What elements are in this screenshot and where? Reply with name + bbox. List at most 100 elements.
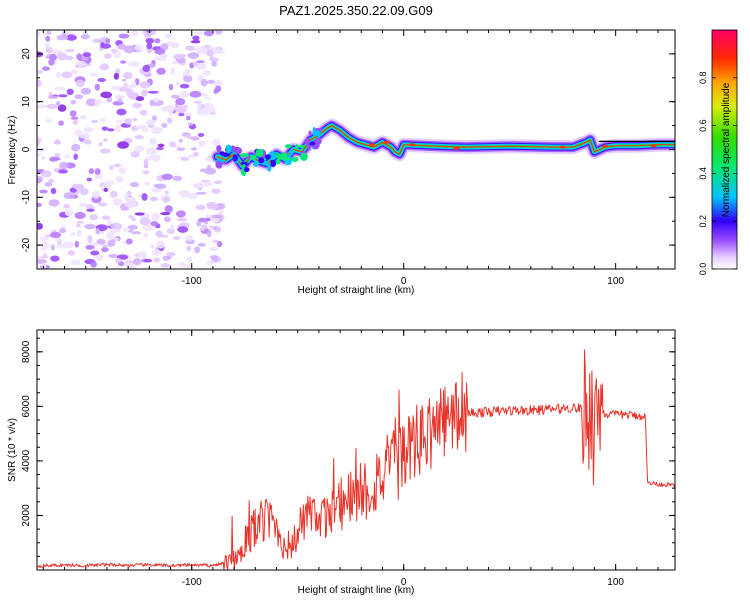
noise-blob xyxy=(37,176,44,183)
noise-blob xyxy=(186,116,191,121)
y-tick-label: 4000 xyxy=(21,449,32,472)
noise-blob xyxy=(138,251,147,260)
noise-blob xyxy=(106,219,112,227)
y-tick-label: 8000 xyxy=(21,340,32,363)
noise-blob xyxy=(79,133,91,139)
noise-blob xyxy=(42,66,50,71)
noise-blob xyxy=(175,81,181,86)
noise-blob xyxy=(107,128,115,132)
noise-blob xyxy=(197,242,206,247)
ridge-spot xyxy=(300,152,308,161)
noise-blob xyxy=(113,72,120,80)
noise-blob xyxy=(70,232,77,237)
noise-blob xyxy=(94,83,100,91)
noise-blob xyxy=(75,60,87,68)
snr-y-ticks: 2000 4000 6000 8000 xyxy=(21,337,675,557)
noise-blob xyxy=(151,127,163,134)
noise-blob xyxy=(61,71,73,79)
noise-blob xyxy=(211,188,221,194)
noise-blob xyxy=(110,222,123,231)
noise-blob xyxy=(214,79,223,88)
noise-blob xyxy=(41,241,50,249)
noise-blob xyxy=(145,155,157,161)
noise-blob xyxy=(115,124,121,133)
noise-blob xyxy=(207,79,216,84)
noise-blob xyxy=(109,165,114,171)
x-tick-label: -100 xyxy=(182,577,202,588)
noise-blob xyxy=(200,78,208,87)
noise-blob xyxy=(157,143,165,148)
noise-blob xyxy=(154,48,166,55)
snr-panel: -100 0 100 2000 4000 6000 8000 Height of stra… xyxy=(7,329,676,596)
noise-blob xyxy=(97,202,108,207)
noise-blob xyxy=(39,189,48,194)
ridge-hotspot xyxy=(453,147,460,150)
ridge-spot xyxy=(255,148,264,158)
noise-blob xyxy=(45,35,51,42)
noise-blob xyxy=(145,37,154,44)
noise-blob xyxy=(192,183,203,189)
noise-blob xyxy=(128,229,134,233)
ridge-spot xyxy=(225,144,232,154)
noise-blob xyxy=(49,53,57,62)
noise-blob xyxy=(211,61,218,67)
noise-blob xyxy=(126,89,135,98)
spectrogram-xlabel: Height of straight line (km) xyxy=(298,285,415,296)
noise-blob xyxy=(94,100,100,108)
ridge-spot xyxy=(295,144,299,150)
signal-ridge xyxy=(210,118,675,177)
noise-blob xyxy=(214,226,222,233)
noise-blob xyxy=(58,94,68,98)
noise-blob xyxy=(113,163,122,168)
noise-blob xyxy=(69,110,77,117)
noise-blob xyxy=(156,67,166,75)
noise-blob xyxy=(113,86,120,90)
ridge-spot xyxy=(281,156,291,161)
noise-blob xyxy=(125,200,137,209)
ridge-spot xyxy=(258,157,265,164)
noise-blob xyxy=(186,70,191,77)
noise-blob xyxy=(83,139,92,145)
noise-blob xyxy=(123,45,136,54)
noise-blob xyxy=(74,94,84,100)
y-tick-label: -10 xyxy=(21,190,32,205)
noise-blob xyxy=(176,218,188,222)
colorbar-label: Normalized spectral amplitude xyxy=(721,82,732,217)
noise-blob xyxy=(143,158,149,167)
noise-blob xyxy=(97,78,106,82)
noise-blob xyxy=(88,168,95,175)
noise-blob xyxy=(170,67,176,75)
noise-blob xyxy=(37,31,41,37)
noise-blob xyxy=(115,257,122,263)
noise-blob xyxy=(160,105,171,112)
noise-blob xyxy=(125,238,133,245)
noise-blob xyxy=(212,239,219,243)
ridge-spot xyxy=(250,154,257,160)
noise-blob xyxy=(155,230,164,237)
noise-blob xyxy=(134,44,144,51)
noise-blob xyxy=(202,181,213,187)
noise-blob xyxy=(124,118,133,125)
noise-blob xyxy=(37,222,43,230)
noise-blob xyxy=(56,34,68,41)
noise-blob xyxy=(76,223,81,228)
noise-blob xyxy=(180,157,190,161)
noise-blob xyxy=(176,147,186,151)
noise-blob xyxy=(206,203,219,210)
colorbar: 0.0 0.2 0.4 0.6 0.8 Normalized spectral ampl… xyxy=(698,29,738,275)
noise-blob xyxy=(160,212,171,216)
noise-blob xyxy=(195,60,205,64)
noise-blob xyxy=(58,120,64,126)
noise-blob xyxy=(178,112,185,117)
noise-blob xyxy=(104,180,115,185)
noise-blob xyxy=(178,91,190,98)
ridge-spot xyxy=(240,153,249,158)
noise-blob xyxy=(66,55,74,61)
noise-blob xyxy=(70,116,79,120)
noise-blob xyxy=(112,198,123,206)
noise-blob xyxy=(149,99,155,107)
noise-blob xyxy=(90,119,99,124)
noise-blob xyxy=(132,102,143,109)
x-tick-label: -100 xyxy=(182,276,202,287)
